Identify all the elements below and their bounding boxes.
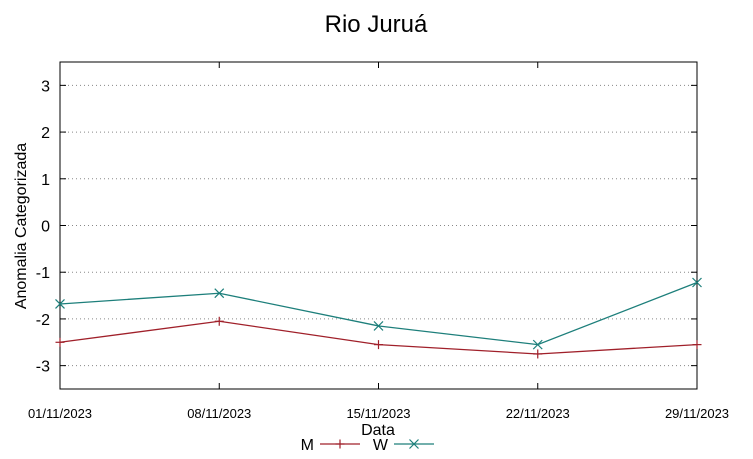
x-tick-label: 15/11/2023 <box>346 406 410 421</box>
x-axis-ticks: 01/11/2023 08/11/2023 15/11/2023 22/11/2023… <box>28 62 729 421</box>
data-point-w <box>692 277 702 288</box>
legend-marker-w <box>409 439 419 449</box>
data-point-w <box>214 288 225 299</box>
y-tick-label: 2 <box>41 125 50 142</box>
x-tick-label: 22/11/2023 <box>506 406 570 421</box>
x-axis-label: Data <box>361 422 395 439</box>
y-axis-ticks: 3 2 1 0 -1 -2 -3 <box>36 78 697 376</box>
series-group <box>55 277 702 359</box>
x-tick-label: 29/11/2023 <box>665 406 729 421</box>
legend-label-m: M <box>301 437 314 454</box>
chart-title: Rio Juruá <box>325 11 428 38</box>
y-tick-label: 1 <box>41 172 50 189</box>
data-point-w <box>532 339 543 350</box>
data-point-m <box>533 349 543 359</box>
y-tick-label: -2 <box>36 312 50 329</box>
data-point-m <box>55 337 65 347</box>
data-point-w <box>55 299 65 309</box>
y-tick-label: -3 <box>36 359 50 376</box>
x-tick-label: 08/11/2023 <box>187 406 251 421</box>
y-axis-label: Anomalia Categorizada <box>13 143 30 309</box>
y-tick-label: 0 <box>41 219 50 236</box>
grid-lines <box>60 84 697 367</box>
y-tick-label: -1 <box>36 265 50 282</box>
data-point-m <box>374 340 383 350</box>
legend-marker-m <box>335 439 345 449</box>
data-point-w <box>373 321 384 331</box>
x-tick-label: 01/11/2023 <box>28 406 92 421</box>
data-point-m <box>214 316 224 326</box>
plot-frame <box>59 61 698 390</box>
legend-label-w: W <box>373 437 389 454</box>
data-point-m <box>692 340 702 350</box>
y-tick-label: 3 <box>41 78 50 95</box>
series-line-w <box>59 281 698 346</box>
